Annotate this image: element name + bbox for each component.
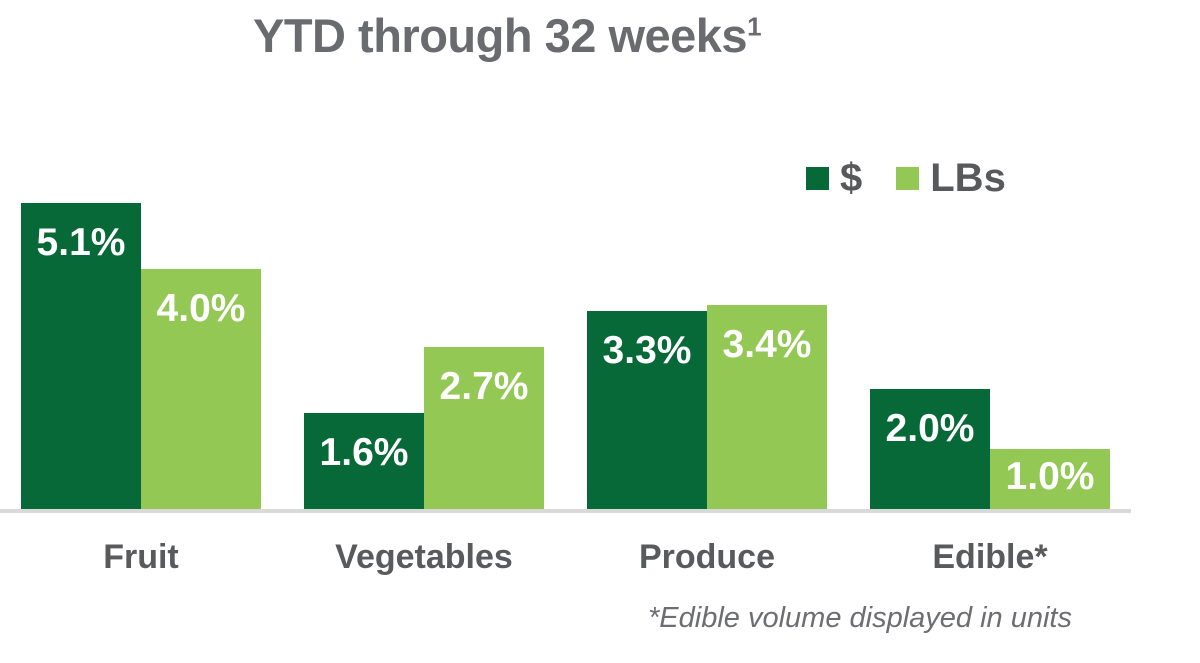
category-label-vegetables: Vegetables <box>335 538 513 576</box>
legend: $ LBs <box>806 158 1006 198</box>
legend-item-lbs: LBs <box>896 158 1006 198</box>
bar-dollars-edible: 2.0% <box>870 389 990 509</box>
bar-lbs-fruit: 4.0% <box>141 269 261 509</box>
category-axis: Fruit Vegetables Produce Edible* <box>21 538 1110 577</box>
x-axis-line <box>0 509 1131 513</box>
footnote: *Edible volume displayed in units <box>648 602 1072 634</box>
bar-value-label: 5.1% <box>36 221 126 264</box>
chart-title-superscript: 1 <box>747 11 762 42</box>
legend-swatch-lbs-icon <box>896 166 920 190</box>
legend-swatch-dollars-icon <box>806 166 829 190</box>
category-label-fruit: Fruit <box>103 538 179 576</box>
bar-value-label: 3.3% <box>602 329 692 372</box>
legend-label-dollars: $ <box>840 156 863 200</box>
bar-dollars-vegetables: 1.6% <box>304 413 424 509</box>
chart-title: YTD through 32 weeks1 <box>253 8 762 63</box>
plot-area: 5.1% 4.0% 1.6% 2.7% 3.3% 3.4% 2.0% 1.0% <box>21 203 1110 509</box>
bar-value-label: 1.6% <box>319 431 409 474</box>
bar-value-label: 2.7% <box>439 365 529 408</box>
bar-group-fruit: 5.1% 4.0% <box>21 203 261 509</box>
bar-value-label: 1.0% <box>1005 455 1095 498</box>
bar-group-produce: 3.3% 3.4% <box>587 305 827 509</box>
bar-lbs-produce: 3.4% <box>707 305 827 509</box>
bar-value-label: 4.0% <box>156 287 246 330</box>
bar-dollars-produce: 3.3% <box>587 311 707 509</box>
legend-label-lbs: LBs <box>930 156 1006 200</box>
bar-value-label: 3.4% <box>722 323 812 366</box>
bar-group-edible: 2.0% 1.0% <box>870 389 1110 509</box>
bar-lbs-edible: 1.0% <box>990 449 1110 509</box>
legend-item-dollars: $ <box>806 158 862 198</box>
bar-group-vegetables: 1.6% 2.7% <box>304 347 544 509</box>
bar-lbs-vegetables: 2.7% <box>424 347 544 509</box>
category-label-edible: Edible* <box>932 538 1048 576</box>
category-label-produce: Produce <box>638 538 776 576</box>
chart-title-text: YTD through 32 weeks <box>253 9 748 62</box>
bar-value-label: 2.0% <box>885 407 975 450</box>
bar-dollars-fruit: 5.1% <box>21 203 141 509</box>
